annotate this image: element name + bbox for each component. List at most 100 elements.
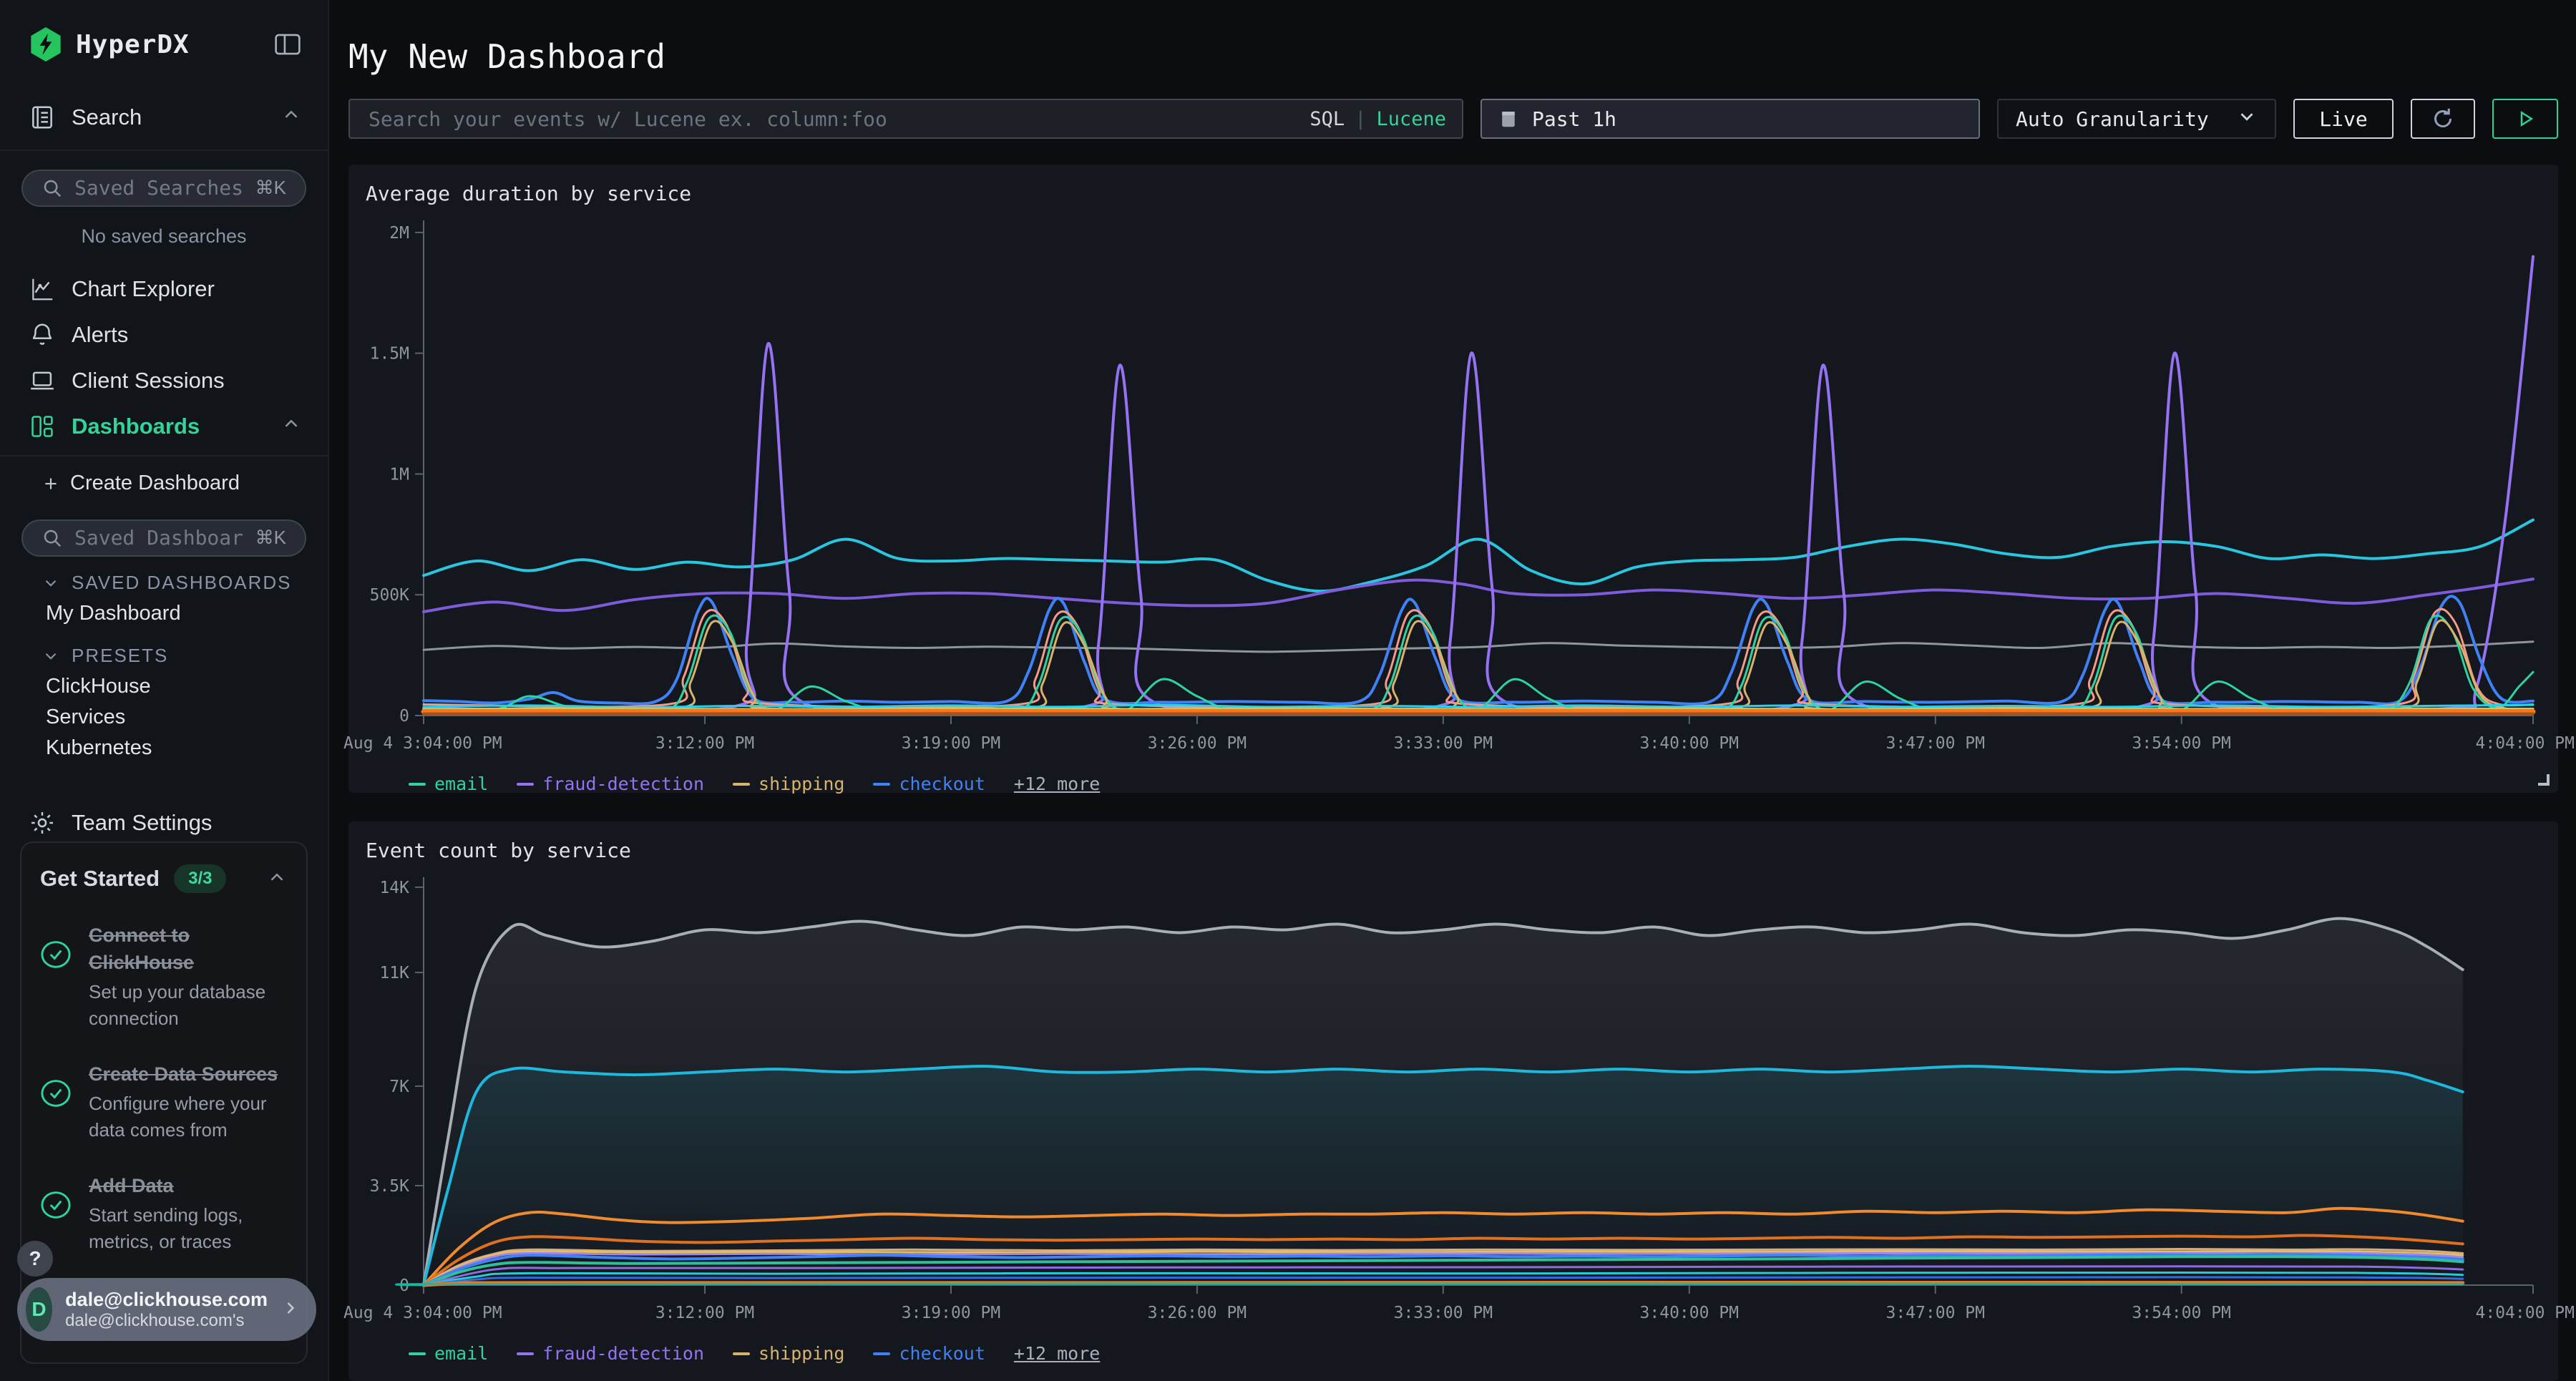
x-axis-tick-label: 3:40:00 PM [1640, 734, 1739, 753]
logs-icon [29, 104, 56, 131]
chart-panel-avg-duration: Average duration by service 0500K1M1.5M2… [348, 165, 2558, 793]
sidebar-item-chart-explorer[interactable]: Chart Explorer [0, 266, 328, 312]
y-axis-tick-label: 11K [379, 964, 409, 982]
legend-item-fraud-detection[interactable]: fraud-detection [517, 774, 704, 794]
legend-label: fraud-detection [542, 774, 704, 794]
help-button[interactable]: ? [17, 1241, 53, 1277]
user-menu[interactable]: D dale@clickhouse.com dale@clickhouse.co… [17, 1278, 316, 1341]
sidebar-item-kubernetes[interactable]: Kubernetes [0, 733, 328, 763]
main-content: My New Dashboard SQL | Lucene Past 1h Au… [329, 0, 2576, 1381]
hyperdx-logo-icon [29, 27, 63, 62]
legend-item-checkout[interactable]: checkout [873, 774, 985, 794]
x-axis-tick-label: 3:19:00 PM [902, 1304, 1000, 1322]
get-started-item-title: Add Data [89, 1172, 288, 1199]
panel-title: Average duration by service [366, 182, 2541, 208]
chevron-down-icon [42, 647, 60, 665]
legend-more-link[interactable]: +12 more [1014, 774, 1100, 794]
live-button[interactable]: Live [2293, 99, 2394, 139]
x-axis-tick-label: 4:04:00 PM [2476, 734, 2575, 753]
sidebar-item-search[interactable]: Search [0, 99, 328, 137]
x-axis-tick-label: 3:47:00 PM [1885, 1304, 1984, 1322]
search-icon [42, 177, 63, 199]
sidebar-item-client-sessions[interactable]: Client Sessions [0, 358, 328, 404]
sidebar-nav: Chart Explorer Alerts Client Sessions Da… [0, 266, 328, 449]
get-started-item-desc: Configure where your data comes from [89, 1090, 288, 1143]
saved-searches-input[interactable]: ⌘K [21, 170, 306, 207]
get-started-item[interactable]: Add Data Start sending logs, metrics, or… [40, 1172, 288, 1255]
panel-resize-handle[interactable] [2538, 774, 2550, 786]
x-axis-tick-label: 3:26:00 PM [1148, 1304, 1246, 1322]
user-team: dale@clickhouse.com's [65, 1311, 268, 1331]
presets-section-header[interactable]: PRESETS [0, 640, 328, 671]
event-search: SQL | Lucene [348, 99, 1463, 139]
refresh-button[interactable] [2411, 99, 2475, 139]
time-range-picker[interactable]: Past 1h [1480, 99, 1980, 139]
user-email: dale@clickhouse.com [65, 1288, 268, 1311]
gear-icon [29, 809, 56, 836]
y-axis-tick-label: 2M [389, 224, 409, 243]
legend-label: email [434, 774, 488, 794]
event-search-input[interactable] [350, 107, 1462, 131]
run-query-button[interactable] [2492, 99, 2558, 139]
legend-item-shipping[interactable]: shipping [733, 774, 844, 794]
x-axis-tick-label: 3:40:00 PM [1640, 1304, 1739, 1322]
chevron-up-icon[interactable] [266, 867, 288, 892]
legend-item-shipping[interactable]: shipping [733, 1343, 844, 1364]
legend-item-email[interactable]: email [409, 1343, 488, 1364]
chart-axes [424, 220, 2533, 716]
sidebar-item-label: Dashboards [72, 414, 200, 439]
get-started-title: Get Started [40, 866, 160, 892]
section-title: SAVED DASHBOARDS [72, 572, 291, 594]
sidebar-item-alerts[interactable]: Alerts [0, 312, 328, 358]
sidebar-item-label: Search [72, 104, 142, 130]
sidebar-item-label: Chart Explorer [72, 276, 215, 302]
legend-label: checkout [899, 1343, 985, 1364]
get-started-item[interactable]: Create Data Sources Configure where your… [40, 1060, 288, 1143]
legend-more-link[interactable]: +12 more [1014, 1343, 1100, 1364]
x-axis-tick-label: 4:04:00 PM [2476, 1304, 2575, 1322]
saved-dashboards-section-header[interactable]: SAVED DASHBOARDS [0, 568, 328, 599]
x-axis-tick-label: 3:26:00 PM [1148, 734, 1246, 753]
granularity-select[interactable]: Auto Granularity [1997, 99, 2276, 139]
refresh-icon [2430, 106, 2456, 132]
sidebar-item-services[interactable]: Services [0, 702, 328, 733]
granularity-value: Auto Granularity [2016, 107, 2209, 131]
get-started-item-desc: Set up your database connection [89, 979, 288, 1032]
dashboard-icon [29, 413, 56, 440]
chevron-up-icon[interactable] [280, 104, 302, 131]
get-started-item[interactable]: Connect to ClickHouse Set up your databa… [40, 922, 288, 1032]
sql-toggle[interactable]: SQL [1309, 108, 1345, 130]
legend-item-fraud-detection[interactable]: fraud-detection [517, 1343, 704, 1364]
y-axis-tick-label: 3.5K [370, 1177, 410, 1196]
legend-swatch [409, 1352, 426, 1355]
sidebar-item-dashboards[interactable]: Dashboards [0, 404, 328, 449]
avg-duration-chart: 0500K1M1.5M2MAug 4 3:04:00 PM3:12:00 PM3… [366, 215, 2541, 769]
legend-swatch [517, 783, 534, 786]
get-started-header[interactable]: Get Started 3/3 [40, 864, 288, 893]
chevron-right-icon [280, 1298, 301, 1322]
saved-dashboards-field[interactable] [74, 526, 244, 550]
legend-item-email[interactable]: email [409, 774, 488, 794]
sidebar-item-clickhouse[interactable]: ClickHouse [0, 671, 328, 702]
legend-item-checkout[interactable]: checkout [873, 1343, 985, 1364]
sidebar-item-team-settings[interactable]: Team Settings [0, 804, 328, 841]
shortcut-hint: ⌘K [255, 177, 286, 199]
create-dashboard-button[interactable]: Create Dashboard [0, 467, 328, 501]
lucene-toggle[interactable]: Lucene [1376, 108, 1446, 130]
x-axis-tick-label: 3:33:00 PM [1394, 1304, 1493, 1322]
play-icon [2514, 108, 2536, 130]
saved-searches-field[interactable] [74, 176, 244, 200]
get-started-item-desc: Start sending logs, metrics, or traces [89, 1202, 288, 1255]
series-cyan-high [424, 520, 2533, 592]
chart-svg: 0500K1M1.5M2MAug 4 3:04:00 PM3:12:00 PM3… [366, 215, 2541, 769]
laptop-icon [29, 367, 56, 394]
divider [0, 150, 328, 151]
saved-dashboards-input[interactable]: ⌘K [21, 519, 306, 557]
sidebar-collapse-icon[interactable] [273, 31, 302, 57]
search-icon [42, 527, 63, 549]
brand-name: HyperDX [76, 30, 190, 59]
chart-svg: 03.5K7K11K14KAug 4 3:04:00 PM3:12:00 PM3… [366, 872, 2541, 1339]
sidebar-item-my-dashboard[interactable]: My Dashboard [0, 598, 328, 629]
calendar-icon [1498, 108, 1519, 130]
chevron-up-icon[interactable] [280, 413, 302, 440]
